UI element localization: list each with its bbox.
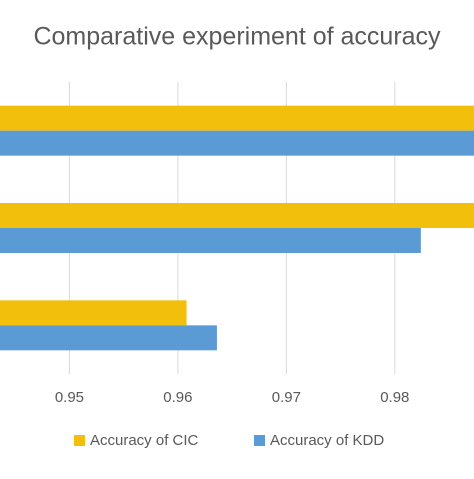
bar (0, 203, 474, 228)
bar (0, 105, 474, 131)
legend-swatch (74, 435, 85, 446)
legend-swatch (254, 435, 265, 446)
bar (0, 228, 421, 253)
x-tick-label: 0.97 (272, 389, 301, 406)
bar (0, 130, 474, 156)
chart-title: Comparative experiment of accuracy (33, 23, 441, 51)
x-tick-label: 0.98 (380, 389, 409, 406)
legend-label: Accuracy of KDD (270, 432, 384, 449)
x-tick-label: 0.95 (55, 389, 84, 406)
x-tick-label: 0.96 (163, 389, 192, 406)
plot-area (0, 105, 474, 351)
bar (0, 325, 217, 351)
legend-label: Accuracy of CIC (90, 432, 199, 449)
bar (0, 300, 187, 326)
